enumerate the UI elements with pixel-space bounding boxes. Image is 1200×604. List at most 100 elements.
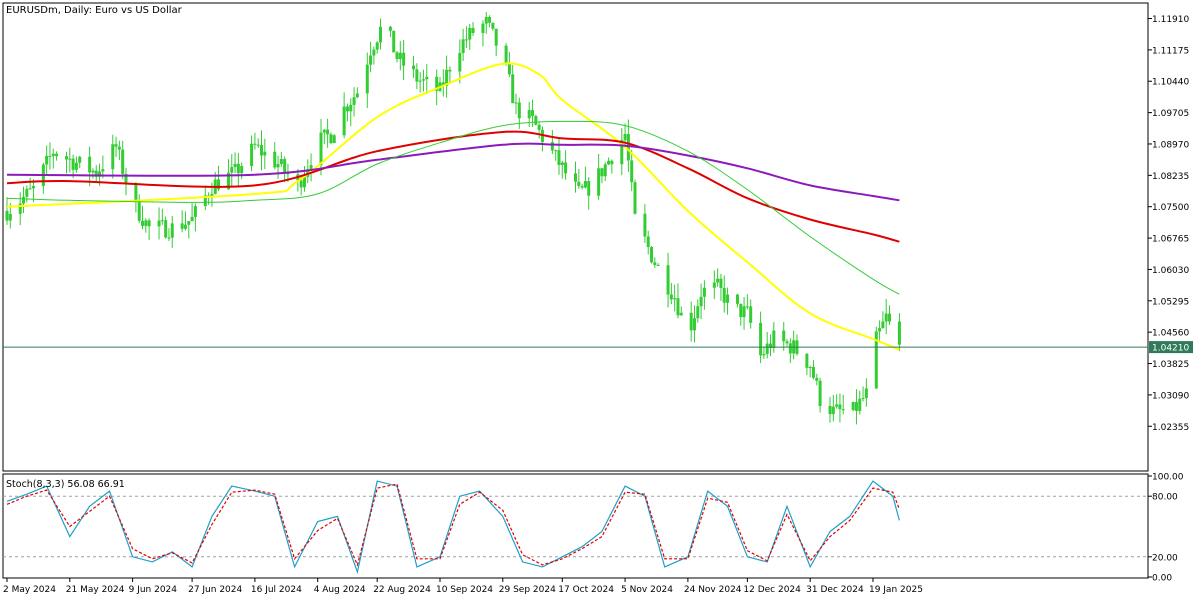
candle[interactable] xyxy=(874,326,878,389)
candle[interactable] xyxy=(537,121,541,139)
candle[interactable] xyxy=(164,216,168,239)
candle[interactable] xyxy=(716,268,720,287)
candle[interactable] xyxy=(676,283,680,319)
candle[interactable] xyxy=(884,299,888,335)
candle[interactable] xyxy=(329,132,333,145)
candle[interactable] xyxy=(888,305,892,325)
candle[interactable] xyxy=(696,299,700,323)
candle[interactable] xyxy=(448,66,452,84)
candle[interactable] xyxy=(276,155,280,179)
candle[interactable] xyxy=(511,64,515,104)
candle[interactable] xyxy=(554,149,558,161)
candle[interactable] xyxy=(121,140,125,180)
candle[interactable] xyxy=(141,205,145,230)
candle[interactable] xyxy=(653,257,657,268)
candle[interactable] xyxy=(378,18,382,50)
candle[interactable] xyxy=(494,28,498,57)
candle[interactable] xyxy=(835,394,839,409)
candle[interactable] xyxy=(603,162,607,182)
candle[interactable] xyxy=(861,386,865,402)
candle[interactable] xyxy=(326,118,330,148)
candle[interactable] xyxy=(692,305,696,343)
candle[interactable] xyxy=(811,360,815,380)
candle[interactable] xyxy=(854,389,858,425)
candle[interactable] xyxy=(607,157,611,166)
candle[interactable] xyxy=(240,162,244,180)
candle[interactable] xyxy=(831,394,835,422)
candle[interactable] xyxy=(375,41,379,54)
candle[interactable] xyxy=(124,168,128,196)
candle[interactable] xyxy=(666,252,670,308)
candle[interactable] xyxy=(689,301,693,342)
candle[interactable] xyxy=(481,20,485,47)
candle[interactable] xyxy=(25,185,29,203)
candle[interactable] xyxy=(412,55,416,78)
candle[interactable] xyxy=(739,303,743,326)
candle[interactable] xyxy=(395,51,399,63)
candle[interactable] xyxy=(897,313,901,352)
candle[interactable] xyxy=(712,270,716,300)
candle[interactable] xyxy=(468,23,472,50)
candle[interactable] xyxy=(838,393,842,423)
candle[interactable] xyxy=(365,52,369,109)
candle[interactable] xyxy=(319,118,323,176)
candle[interactable] xyxy=(78,155,82,169)
candle[interactable] xyxy=(742,296,746,330)
candle[interactable] xyxy=(458,39,462,84)
candle[interactable] xyxy=(719,273,723,301)
candle[interactable] xyxy=(828,396,832,423)
candle[interactable] xyxy=(332,134,336,144)
candlesticks[interactable] xyxy=(5,11,901,425)
candle[interactable] xyxy=(68,147,72,173)
candle[interactable] xyxy=(18,192,22,226)
candle[interactable] xyxy=(864,378,868,407)
candle[interactable] xyxy=(577,168,581,189)
candle[interactable] xyxy=(402,39,406,81)
candle[interactable] xyxy=(147,218,151,241)
candle[interactable] xyxy=(491,22,495,31)
candle[interactable] xyxy=(597,154,601,200)
candle[interactable] xyxy=(309,153,313,182)
candle[interactable] xyxy=(236,152,240,187)
candle[interactable] xyxy=(345,103,349,122)
candle[interactable] xyxy=(114,136,118,157)
candle[interactable] xyxy=(349,98,353,127)
candle[interactable] xyxy=(418,72,422,93)
candle[interactable] xyxy=(250,135,254,172)
candle[interactable] xyxy=(435,69,439,106)
candle[interactable] xyxy=(643,204,647,243)
candle[interactable] xyxy=(881,311,885,329)
candle[interactable] xyxy=(818,377,822,413)
candle[interactable] xyxy=(858,390,862,415)
candle[interactable] xyxy=(650,246,654,264)
candle[interactable] xyxy=(94,165,98,184)
candle[interactable] xyxy=(263,138,267,170)
candle[interactable] xyxy=(372,46,376,65)
candle[interactable] xyxy=(673,284,677,312)
candle[interactable] xyxy=(785,338,789,347)
candle[interactable] xyxy=(805,353,809,375)
candle[interactable] xyxy=(415,63,419,90)
candle[interactable] xyxy=(765,332,769,359)
candle[interactable] xyxy=(31,179,35,203)
candle[interactable] xyxy=(180,210,184,233)
candle[interactable] xyxy=(111,134,115,179)
candle[interactable] xyxy=(587,177,591,210)
candle[interactable] xyxy=(702,280,706,310)
candle[interactable] xyxy=(560,160,564,179)
candle[interactable] xyxy=(134,181,138,213)
candle[interactable] xyxy=(5,197,9,225)
candle[interactable] xyxy=(91,168,95,179)
candle[interactable] xyxy=(762,346,766,359)
candle[interactable] xyxy=(735,293,739,308)
candle[interactable] xyxy=(722,275,726,313)
candle[interactable] xyxy=(253,132,257,150)
candle[interactable] xyxy=(183,211,187,231)
candle[interactable] xyxy=(157,207,161,240)
candle[interactable] xyxy=(398,41,402,71)
candle[interactable] xyxy=(45,145,49,175)
candle[interactable] xyxy=(273,142,277,170)
candle[interactable] xyxy=(504,43,508,66)
candle[interactable] xyxy=(759,311,763,364)
candle[interactable] xyxy=(851,401,855,412)
